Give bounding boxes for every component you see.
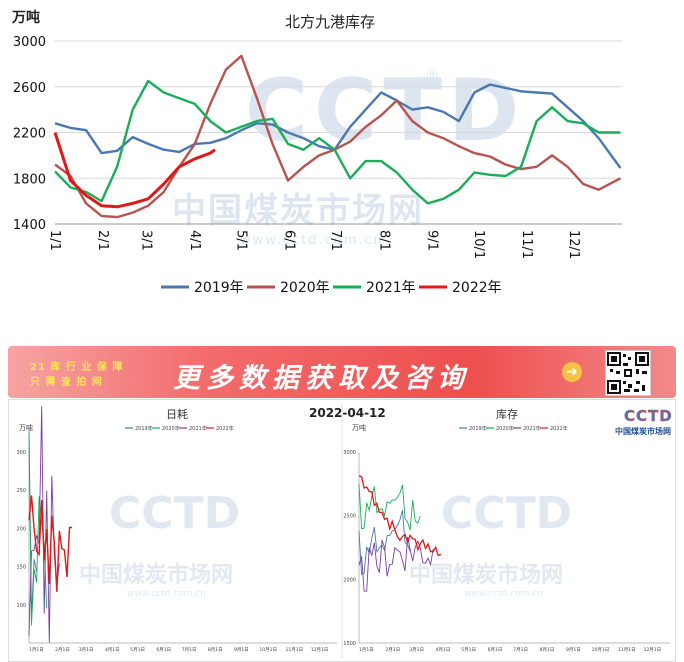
x-tick-label: 7月1日 bbox=[513, 647, 528, 653]
lower-charts: CCTD 中国煤炭市场网 www.cctd.com.cn CCTD 中国煤炭市场… bbox=[16, 404, 673, 658]
y-tick-label: 250 bbox=[16, 488, 26, 494]
y-tick-label: 3000 bbox=[343, 450, 356, 456]
x-tick-label: 11/1 bbox=[519, 230, 534, 259]
y-axis-unit: 万吨 bbox=[11, 9, 40, 26]
x-tick-label: 2/1 bbox=[95, 230, 110, 251]
x-tick-label: 9/1 bbox=[424, 230, 439, 251]
watermark-logo: CCTD bbox=[109, 488, 240, 539]
x-tick-label: 11月1日 bbox=[286, 647, 304, 653]
x-tick-label: 12/1 bbox=[566, 230, 581, 259]
y-tick-label: 100 bbox=[16, 603, 26, 609]
left-panel-title: 日耗 bbox=[166, 408, 188, 421]
x-tick-label: 4月1日 bbox=[105, 647, 120, 653]
legend-label: 2021年 bbox=[189, 425, 207, 432]
legend-label: 2021年 bbox=[366, 280, 416, 296]
y-tick-label: 3000 bbox=[13, 35, 46, 50]
x-tick-label: 8月1日 bbox=[540, 647, 555, 653]
x-tick-label: 10月1日 bbox=[259, 647, 277, 653]
watermark: CCTD 中国煤炭市场网 www.cctd.com.cn CCTD 中国煤炭市场… bbox=[79, 488, 572, 599]
x-tick-label: 3月1日 bbox=[409, 647, 424, 653]
x-tick-label: 8/1 bbox=[376, 230, 391, 251]
y-tick-label: 1500 bbox=[343, 641, 356, 647]
legend-label: 2019年 bbox=[194, 280, 244, 296]
watermark-cn: 中国煤炭市场网 bbox=[79, 562, 233, 588]
x-tick-label: 1月1日 bbox=[29, 647, 44, 653]
x-tick-label: 8月1日 bbox=[208, 647, 223, 653]
daily-consumption-and-stock-panels: 日耗 2022-04-12 库存 CCTD 中国煤炭市场网 www.cctd.c… bbox=[8, 399, 676, 662]
x-tick-label: 6月1日 bbox=[488, 647, 503, 653]
series-line-2022年 bbox=[53, 132, 216, 209]
legend-label: 2019年 bbox=[469, 425, 487, 432]
watermark-logo: CCTD bbox=[441, 488, 572, 539]
banner-small-line-2: 只 需 查 拍 网 bbox=[30, 377, 103, 388]
x-tick-label: 10/1 bbox=[471, 230, 486, 259]
main-line-chart: CCTD ® 中国煤炭市场网 www.cctd.com.cn 北方九港库存 万吨… bbox=[11, 9, 622, 296]
x-tick-label: 6/1 bbox=[282, 230, 297, 251]
x-tick-label: 5/1 bbox=[233, 230, 248, 251]
watermark-cn: 中国煤炭市场网 bbox=[409, 562, 563, 588]
watermark-url: www.cctd.com.cn bbox=[240, 233, 384, 248]
legend-label: 2020年 bbox=[280, 280, 330, 296]
cctd-logo: CCTD 中国煤炭市场网 bbox=[615, 407, 673, 436]
x-tick-label: 4月1日 bbox=[436, 647, 451, 653]
legend-label: 2022年 bbox=[452, 280, 502, 296]
series-line bbox=[358, 483, 421, 531]
watermark: CCTD ® 中国煤炭市场网 www.cctd.com.cn bbox=[172, 61, 519, 248]
legend-label: 2021年 bbox=[523, 425, 541, 432]
x-tick-label: 9月1日 bbox=[566, 647, 581, 653]
x-tick-label: 1月1日 bbox=[359, 647, 374, 653]
banner-title: 更多数据获取及咨询 bbox=[173, 363, 470, 394]
promo-banner[interactable]: 21 库 行 业 保 障 只 需 查 拍 网 更多数据获取及咨询 ➜ bbox=[8, 346, 676, 398]
qr-code-icon bbox=[605, 350, 651, 396]
y-tick-label: 200 bbox=[16, 526, 26, 532]
cctd-logo-text: CCTD bbox=[624, 407, 673, 425]
x-tick-label: 7/1 bbox=[328, 230, 343, 251]
legend-label: 2020年 bbox=[496, 425, 514, 432]
left-unit: 万吨 bbox=[19, 423, 33, 432]
banner-small-line-1: 21 库 行 业 保 障 bbox=[30, 362, 124, 373]
legend-label: 2022年 bbox=[550, 425, 568, 432]
legend-label: 2019年 bbox=[135, 425, 153, 432]
y-tick-label: 2500 bbox=[343, 514, 356, 520]
date-label: 2022-04-12 bbox=[309, 406, 386, 420]
x-tick-label: 3月1日 bbox=[79, 647, 94, 653]
watermark-url: www.cctd.com.cn bbox=[464, 589, 543, 599]
legend-label: 2020年 bbox=[162, 425, 180, 432]
y-tick-label: 300 bbox=[16, 450, 26, 456]
x-tick-label: 3/1 bbox=[139, 230, 154, 251]
x-tick-label: 4/1 bbox=[187, 230, 202, 251]
cctd-logo-cn: 中国煤炭市场网 bbox=[615, 426, 671, 436]
x-tick-label: 2月1日 bbox=[385, 647, 400, 653]
x-tick-label: 5月1日 bbox=[461, 647, 476, 653]
series-line bbox=[28, 495, 73, 592]
y-tick-label: 2000 bbox=[343, 577, 356, 583]
chart-title: 北方九港库存 bbox=[285, 13, 375, 31]
right-unit: 万吨 bbox=[352, 423, 366, 432]
legend-label: 2022年 bbox=[216, 425, 234, 432]
x-tick-label: 1/1 bbox=[47, 230, 62, 251]
x-tick-label: 12月1日 bbox=[644, 647, 662, 653]
watermark-url: www.cctd.com.cn bbox=[127, 589, 206, 599]
watermark-cn: 中国煤炭市场网 bbox=[172, 191, 424, 231]
y-tick-label: 1400 bbox=[13, 218, 46, 233]
y-tick-label: 150 bbox=[16, 565, 26, 571]
x-tick-label: 7月1日 bbox=[182, 647, 197, 653]
x-tick-label: 12月1日 bbox=[311, 647, 329, 653]
x-tick-label: 5月1日 bbox=[130, 647, 145, 653]
arrow-right-icon[interactable]: ➜ bbox=[562, 362, 582, 382]
y-tick-label: 2200 bbox=[13, 127, 46, 142]
x-tick-label: 9月1日 bbox=[234, 647, 249, 653]
series-line bbox=[358, 475, 442, 557]
series-line bbox=[358, 536, 434, 592]
x-tick-label: 6月1日 bbox=[156, 647, 171, 653]
watermark-registered: ® bbox=[425, 68, 439, 84]
series-line-2021年 bbox=[54, 79, 621, 205]
x-tick-label: 10月1日 bbox=[592, 647, 610, 653]
right-panel-title: 库存 bbox=[496, 408, 518, 421]
y-tick-label: 2600 bbox=[13, 81, 46, 96]
x-tick-label: 2月1日 bbox=[55, 647, 70, 653]
x-tick-label: 11月1日 bbox=[618, 647, 636, 653]
y-tick-label: 1800 bbox=[13, 172, 46, 187]
